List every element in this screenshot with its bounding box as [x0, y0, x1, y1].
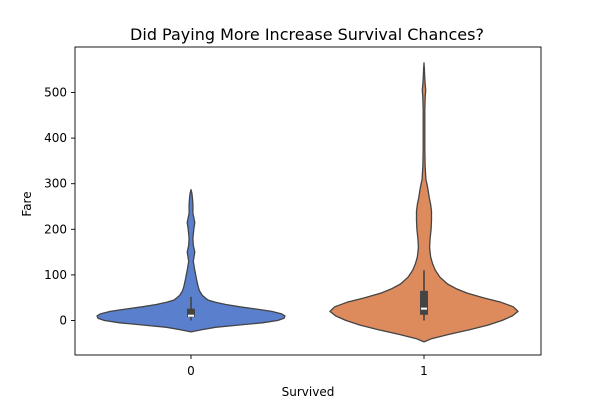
violin-iqr-box-0 [187, 308, 195, 317]
plot-frame [74, 46, 542, 356]
y-tick-label: 0 [59, 314, 67, 328]
y-axis-title: Fare [20, 191, 34, 216]
y-tick-label: 100 [44, 268, 67, 282]
violin-0 [96, 188, 286, 333]
x-tick-label-1: 1 [420, 364, 428, 378]
y-tick-label: 500 [44, 86, 67, 100]
y-tick-label: 300 [44, 177, 67, 191]
violin-iqr-box-1 [420, 290, 428, 315]
y-tick-label: 400 [44, 131, 67, 145]
chart-title: Did Paying More Increase Survival Chance… [130, 25, 484, 44]
violin-body-1 [329, 62, 519, 343]
x-axis-title: Survived [282, 385, 335, 399]
violins-layer [96, 62, 519, 343]
x-tick-label-0: 0 [187, 364, 195, 378]
y-tick-label: 200 [44, 222, 67, 236]
violin-1 [329, 62, 519, 343]
y-axis: 0 100 200 300 400 500 [44, 86, 75, 328]
violin-body-0 [96, 188, 286, 333]
